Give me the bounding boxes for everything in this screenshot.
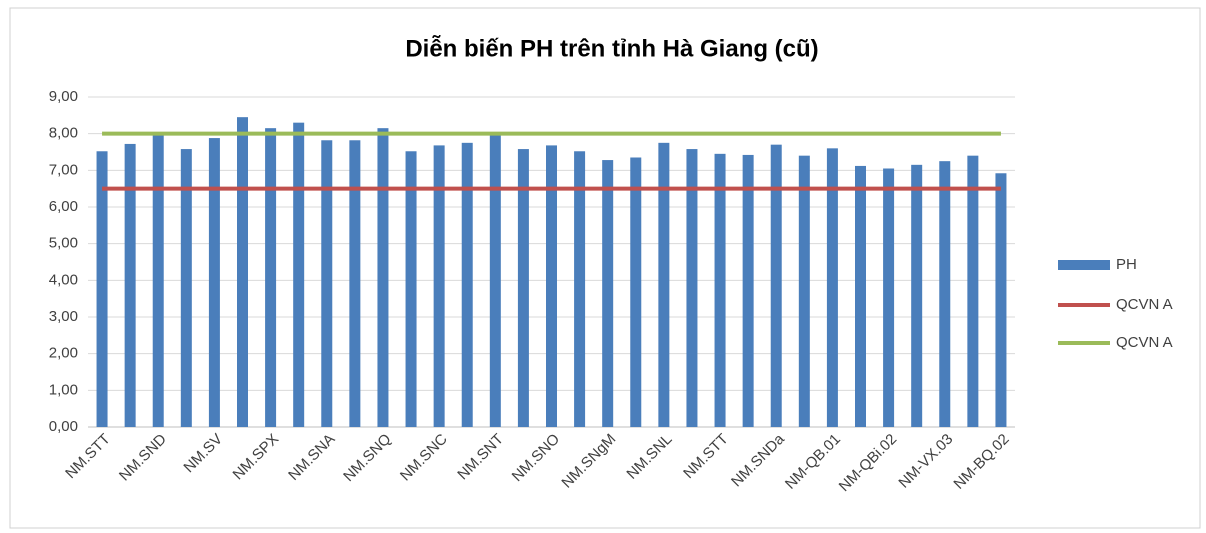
y-tick-label: 4,00	[49, 271, 78, 288]
bar	[237, 117, 248, 428]
y-tick-label: 3,00	[49, 308, 78, 325]
bar	[826, 148, 838, 428]
bar	[770, 144, 782, 427]
bar	[602, 160, 614, 428]
bar	[883, 168, 895, 427]
y-tick-label: 6,00	[49, 198, 78, 215]
bar	[265, 128, 277, 427]
legend-label: PH	[1116, 256, 1137, 273]
bar	[377, 128, 389, 427]
bar	[742, 154, 754, 427]
chart-title: Diễn biến PH trên tỉnh Hà Giang (cũ)	[405, 34, 818, 62]
bar	[321, 140, 333, 427]
bar	[124, 143, 136, 427]
bar	[630, 157, 642, 427]
bar	[405, 151, 417, 427]
bar	[686, 149, 698, 428]
legend-label: QCVN A	[1116, 296, 1173, 313]
bar	[152, 135, 164, 427]
bar	[433, 145, 445, 427]
y-tick-label: 7,00	[49, 161, 78, 178]
bar	[855, 165, 866, 427]
y-tick-label: 8,00	[49, 125, 78, 142]
y-tick-label: 0,00	[49, 418, 78, 435]
y-tick-label: 2,00	[49, 345, 78, 362]
bar	[714, 153, 726, 428]
bar	[967, 155, 979, 427]
bar	[939, 161, 951, 427]
bar	[658, 142, 670, 428]
bar	[96, 151, 108, 427]
y-tick-label: 1,00	[49, 381, 78, 398]
y-tick-label: 5,00	[49, 235, 78, 252]
bar	[546, 145, 557, 427]
bar	[911, 164, 923, 428]
bar	[995, 173, 1007, 427]
legend-swatch	[1058, 260, 1110, 270]
bar	[208, 138, 220, 428]
bar	[349, 140, 361, 427]
bar	[293, 122, 305, 428]
bar	[798, 155, 810, 427]
bar	[489, 135, 501, 427]
y-tick-label: 9,00	[49, 88, 78, 105]
bar	[574, 151, 586, 427]
legend-label: QCVN A	[1116, 334, 1173, 351]
bar	[517, 149, 529, 428]
bar	[461, 142, 473, 428]
bar	[180, 149, 192, 428]
